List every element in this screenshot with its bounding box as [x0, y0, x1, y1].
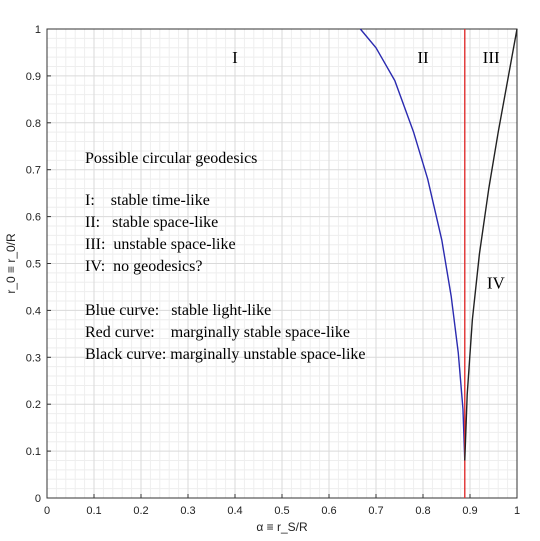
legend-line: II: stable space-like — [85, 214, 218, 231]
y-tick-label: 0.9 — [26, 71, 41, 83]
legend-line: Black curve: marginally unstable space-l… — [85, 346, 366, 363]
series-line-2 — [464, 28, 518, 461]
legend-heading: Possible circular geodesics — [85, 150, 257, 167]
y-tick-label: 0.2 — [26, 399, 41, 411]
y-tick-label: 0.1 — [26, 446, 41, 458]
region-label-IV: IV — [487, 273, 506, 292]
x-tick-label: 0.9 — [462, 505, 477, 517]
legend-line: Blue curve: stable light-like — [85, 302, 271, 319]
x-tick-label: 0.5 — [274, 505, 289, 517]
y-tick-label: 0.6 — [26, 212, 41, 224]
y-tick-label: 0.5 — [26, 259, 41, 271]
y-tick-label: 0.4 — [26, 305, 41, 317]
legend-line: I: stable time-like — [85, 192, 210, 209]
series-line-0 — [359, 28, 466, 461]
x-tick-label: 0.2 — [133, 505, 148, 517]
x-tick-label: 0.1 — [86, 505, 101, 517]
y-tick-label: 0 — [35, 493, 41, 505]
y-tick-label: 0.7 — [26, 165, 41, 177]
legend-line: III: unstable space-like — [85, 236, 236, 253]
legend-line: IV: no geodesics? — [85, 258, 202, 275]
x-axis-label: α ≡ r_S/R — [256, 520, 308, 534]
x-tick-label: 1 — [514, 505, 520, 517]
region-label-I: I — [232, 48, 238, 67]
region-label-II: II — [417, 48, 429, 67]
y-axis-label: r_0 ≡ r_0/R — [4, 233, 18, 294]
x-tick-label: 0.8 — [415, 505, 430, 517]
x-tick-label: 0.4 — [227, 505, 242, 517]
x-tick-label: 0.3 — [180, 505, 195, 517]
y-tick-label: 0.8 — [26, 118, 41, 130]
legend-line: Red curve: marginally stable space-like — [85, 324, 350, 341]
region-label-III: III — [483, 48, 500, 67]
x-tick-label: 0.7 — [368, 505, 383, 517]
y-tick-label: 1 — [35, 24, 41, 36]
x-tick-label: 0 — [44, 505, 50, 517]
y-tick-label: 0.3 — [26, 352, 41, 364]
x-tick-label: 0.6 — [321, 505, 336, 517]
